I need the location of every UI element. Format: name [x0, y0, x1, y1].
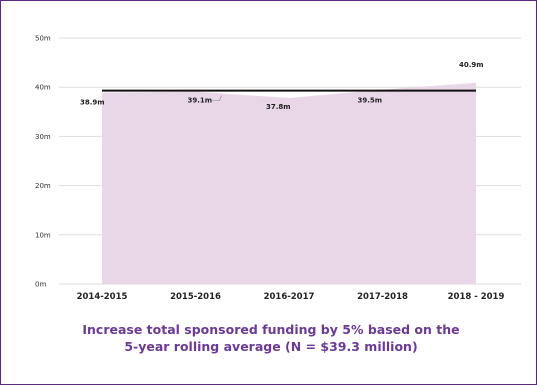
- caption-line-1: Increase total sponsored funding by 5% b…: [82, 322, 460, 337]
- y-tick-label: 30m: [35, 133, 51, 141]
- x-tick-label: 2018 - 2019: [448, 292, 505, 302]
- y-tick-label: 10m: [35, 231, 51, 239]
- data-label: 40.9m: [459, 61, 484, 69]
- x-axis: 2014-2015 2015-2016 2016-2017 2017-2018 2018…: [77, 292, 505, 302]
- data-label: 37.8m: [266, 103, 291, 111]
- x-tick-label: 2016-2017: [264, 292, 315, 302]
- caption-line-2: 5-year rolling average (N = $39.3 millio…: [124, 339, 418, 354]
- x-tick-label: 2014-2015: [77, 292, 128, 302]
- y-tick-label: 50m: [35, 35, 51, 43]
- area-chart: 0m 10m 20m 30m 40m 50m 38.9m 39.1m 37.8m 39.5m 40…: [35, 35, 521, 302]
- data-label: 38.9m: [80, 99, 105, 107]
- label-leader-line: [209, 95, 222, 101]
- x-tick-label: 2015-2016: [170, 292, 221, 302]
- y-tick-label: 40m: [35, 84, 51, 92]
- y-tick-label: 20m: [35, 182, 51, 190]
- data-label: 39.1m: [188, 97, 213, 105]
- area-series: [102, 82, 476, 284]
- y-tick-label: 0m: [35, 281, 46, 289]
- area-fill: [102, 82, 476, 284]
- x-tick-label: 2017-2018: [357, 292, 408, 302]
- data-labels: 38.9m 39.1m 37.8m 39.5m 40.9m: [80, 61, 484, 111]
- chart-caption: Increase total sponsored funding by 5% b…: [41, 321, 501, 355]
- y-axis: 0m 10m 20m 30m 40m 50m: [35, 35, 51, 289]
- data-label: 39.5m: [358, 97, 383, 105]
